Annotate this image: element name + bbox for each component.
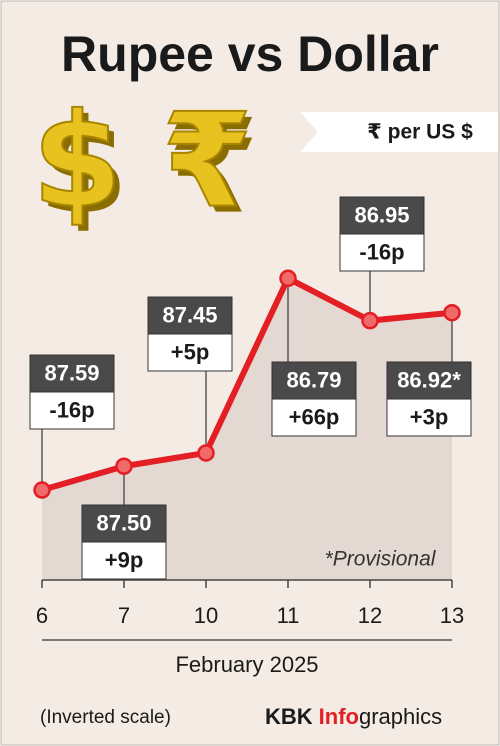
point xyxy=(279,269,297,288)
change-label: -16p xyxy=(49,397,94,422)
label-box-top xyxy=(147,296,233,335)
change-label: +9p xyxy=(105,547,144,572)
point xyxy=(361,311,379,330)
credit: KBK Infographics xyxy=(265,704,442,729)
x-tick-label: 12 xyxy=(358,603,382,628)
label-box-bottom xyxy=(81,541,167,580)
x-tick-label: 6 xyxy=(36,603,48,628)
svg-text:₹: ₹ xyxy=(168,91,258,243)
value-label: 87.45 xyxy=(162,302,217,327)
value-label: 87.59 xyxy=(44,360,99,385)
credit-part: graphics xyxy=(359,704,442,729)
plot: 6 7 10 11 12 13 87.59 -16p 87.50 +9p 87.45 +5p 86.79… xyxy=(29,196,472,628)
x-tick-label: 10 xyxy=(194,603,218,628)
credit-part: KBK xyxy=(265,704,313,729)
label-box-bottom xyxy=(386,398,472,437)
point xyxy=(33,481,51,499)
x-tick-label: 7 xyxy=(118,603,130,628)
point xyxy=(197,444,215,462)
credit-part: Info xyxy=(319,704,359,729)
change-label: +3p xyxy=(410,404,449,429)
svg-text:₹: ₹ xyxy=(162,85,252,237)
value-label: 86.92* xyxy=(397,367,461,392)
label-box-top xyxy=(271,361,357,400)
label-box-top xyxy=(339,196,425,235)
subtitle: ₹ per US $ xyxy=(367,121,473,144)
change-label: +66p xyxy=(289,404,340,429)
change-label: +5p xyxy=(171,339,210,364)
label-box-top xyxy=(386,361,472,400)
x-axis-label: February 2025 xyxy=(175,652,318,677)
label-box-bottom xyxy=(147,333,233,372)
x-tick-label: 13 xyxy=(440,603,464,628)
label-box-top xyxy=(29,354,115,393)
label-box-bottom xyxy=(29,391,115,430)
value-label: 87.50 xyxy=(96,510,151,535)
scale-note: (Inverted scale) xyxy=(40,707,171,728)
label-box-top xyxy=(81,504,167,543)
chart-title: Rupee vs Dollar xyxy=(61,26,439,82)
svg-text:$: $ xyxy=(38,91,128,243)
change-label: -16p xyxy=(359,239,404,264)
note: *Provisional xyxy=(325,548,437,571)
line xyxy=(41,275,453,493)
currency-icons: $ $ ₹ ₹ xyxy=(31,84,258,243)
value-label: 86.95 xyxy=(354,202,409,227)
subtitle-banner xyxy=(300,112,498,152)
point xyxy=(115,457,133,475)
label-box-bottom xyxy=(339,233,425,272)
x-tick-label: 11 xyxy=(277,603,300,628)
value-label: 86.79 xyxy=(286,367,341,392)
label-box-bottom xyxy=(271,398,357,437)
svg-text:$: $ xyxy=(32,85,122,237)
point xyxy=(443,303,461,322)
